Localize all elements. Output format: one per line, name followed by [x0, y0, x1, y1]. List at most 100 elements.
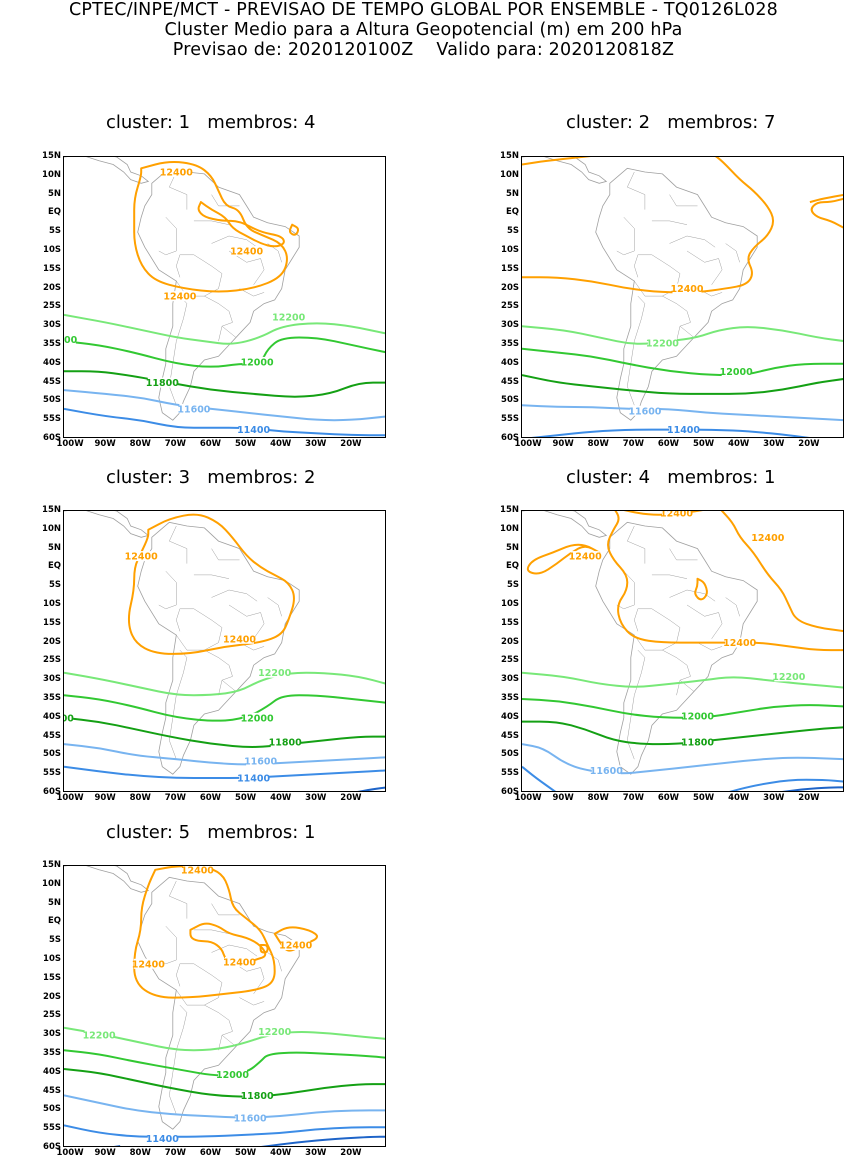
contour-12400	[127, 513, 295, 655]
contour-label: 800	[64, 713, 74, 724]
lat-tick-label: 50S	[43, 749, 61, 760]
country-border	[267, 597, 282, 617]
contour-11200	[261, 1135, 385, 1146]
contour-label-bg	[239, 424, 269, 435]
country-border	[176, 608, 223, 651]
contour-12200	[522, 671, 843, 689]
lat-tick-label: 30S	[43, 1029, 61, 1040]
lon-tick-label: 90W	[94, 439, 116, 449]
country-border	[211, 194, 240, 207]
lon-tick-label: 100W	[514, 793, 542, 803]
lat-tick-label: 30S	[43, 320, 61, 331]
contour-label-bg	[182, 866, 212, 875]
country-border	[634, 254, 681, 297]
coastline	[595, 521, 758, 775]
coastline	[595, 167, 758, 421]
contour-label-bg	[179, 403, 209, 414]
lat-tick-label: 5S	[48, 935, 61, 946]
country-border	[169, 1004, 188, 1115]
country-border	[725, 243, 740, 263]
contour-11800	[522, 720, 843, 746]
contour-12400	[607, 511, 843, 652]
contour-label: 11600	[590, 766, 623, 777]
contour-label-bg	[591, 765, 621, 776]
lat-tick-label: 10N	[42, 169, 61, 180]
lat-tick-label: 25S	[43, 655, 61, 666]
country-border	[627, 649, 646, 760]
contour-label: 12400	[223, 634, 256, 645]
lon-tick-label: 40W	[728, 439, 750, 449]
map-svg: 12400 12400 12400 12200 2000 12000 11800 11600 1…	[64, 157, 385, 437]
contour-label: 12400	[230, 247, 263, 258]
contour-label-bg	[147, 1133, 177, 1144]
lat-tick-label: 35S	[43, 693, 61, 703]
header-line-2: Cluster Medio para a Altura Geopotencial…	[164, 20, 683, 40]
contour-label-bg	[725, 637, 755, 648]
contour-label-bg	[218, 1069, 247, 1080]
contour-12000	[64, 694, 385, 722]
lat-tick-label: 45S	[501, 376, 519, 387]
country-border	[158, 926, 177, 965]
contour-11600	[64, 389, 385, 422]
contour-12400	[522, 157, 775, 294]
lat-tick-label: 40S	[43, 711, 61, 722]
country-border	[616, 571, 635, 610]
contour-label-bg	[260, 1026, 290, 1037]
contour-11200	[357, 786, 385, 791]
contour-label: 12400	[132, 959, 165, 970]
country-border	[211, 548, 240, 561]
panel-4-title: cluster: 4 membros: 1	[566, 467, 776, 488]
country-border	[176, 254, 223, 297]
lon-tick-label: 30W	[305, 439, 327, 449]
country-border	[168, 171, 188, 210]
lat-tick-label: 35S	[43, 339, 61, 349]
contour-11200	[113, 1145, 121, 1146]
lat-tick-label: 25S	[43, 301, 61, 312]
country-border	[211, 903, 240, 916]
lat-tick-label: 55S	[501, 414, 519, 425]
contour-label-bg	[669, 424, 698, 435]
panel-3-title: cluster: 3 membros: 2	[106, 467, 316, 488]
lon-tick-label: 30W	[305, 1148, 327, 1158]
contour-label: 12000	[241, 357, 274, 368]
contour-label: 11600	[244, 757, 277, 768]
contour-label-bg	[662, 511, 691, 518]
country-border	[168, 525, 188, 564]
country-border	[662, 649, 691, 696]
contour-label-bg	[260, 667, 290, 678]
contour-11400	[522, 765, 557, 791]
country-border	[634, 608, 681, 651]
country-border	[228, 250, 265, 285]
contour-label-bg	[232, 246, 262, 256]
contour-12400	[288, 223, 300, 236]
contour-label: 12000	[216, 1070, 249, 1081]
lat-tick-label: 25S	[501, 655, 519, 666]
lon-tick-label: 50W	[692, 793, 715, 803]
lon-tick-label: 100W	[514, 439, 542, 449]
contour-12400	[810, 197, 843, 229]
lon-tick-label: 80W	[129, 793, 151, 803]
coastline	[64, 511, 150, 538]
lat-tick-label: 20S	[43, 636, 61, 647]
contour-label: 2000	[64, 335, 78, 346]
contour-label: 12000	[720, 367, 753, 378]
lon-tick-label: 30W	[305, 793, 327, 803]
contour-label-bg	[270, 737, 300, 748]
country-border	[697, 642, 723, 651]
lat-tick-label: 50S	[501, 395, 519, 406]
country-border	[204, 1004, 233, 1051]
country-border	[616, 217, 635, 256]
header-line-3: Previsao de: 2020120100Z Valido para: 20…	[172, 40, 675, 60]
contour-12400	[189, 922, 267, 967]
contour-label: 12400	[670, 284, 703, 295]
lon-tick-label: 60W	[657, 793, 680, 803]
lat-tick-label: 35S	[43, 1048, 61, 1058]
contour-12400	[133, 866, 276, 999]
panel-5-title: cluster: 5 membros: 1	[106, 822, 316, 843]
lat-tick-label: 55S	[43, 768, 61, 779]
lat-tick-label: 10S	[501, 245, 519, 255]
lat-tick-label: 60S	[501, 433, 519, 443]
coastline	[137, 876, 300, 1130]
lat-tick-label: 15S	[43, 972, 61, 983]
contour-12400	[259, 944, 269, 954]
